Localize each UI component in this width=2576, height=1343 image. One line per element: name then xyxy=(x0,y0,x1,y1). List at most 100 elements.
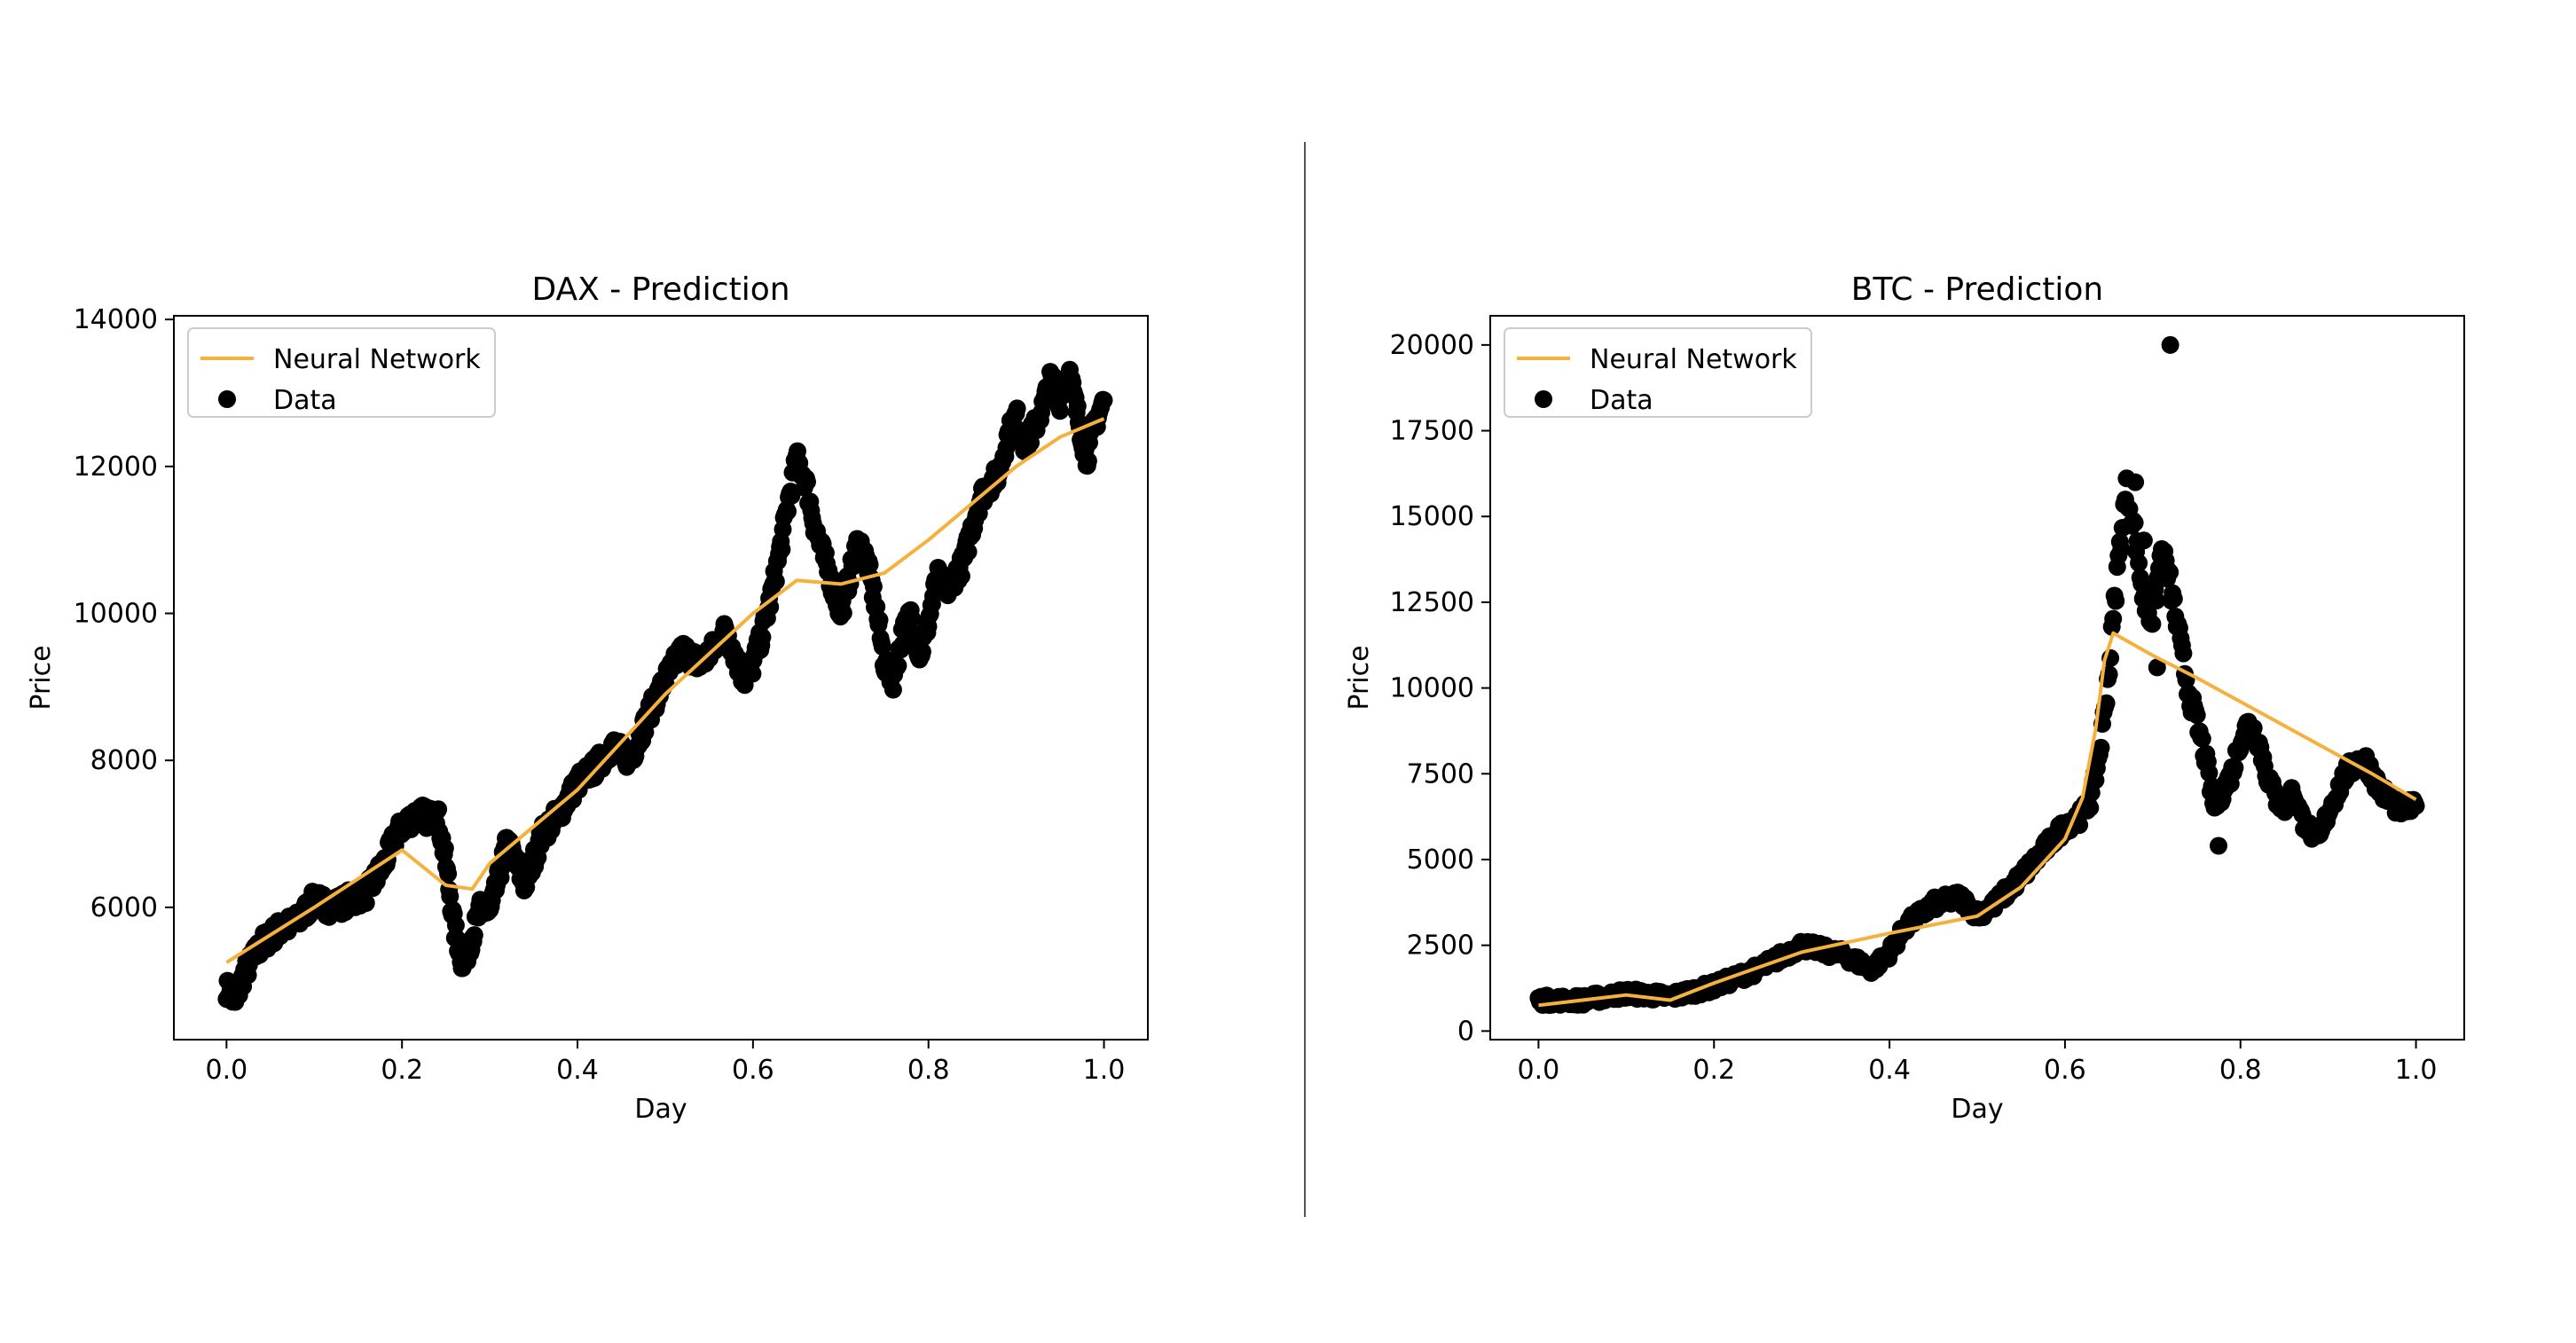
prediction-line xyxy=(225,417,1105,964)
data-point xyxy=(357,894,375,912)
x-tick-label: 0.8 xyxy=(2219,1055,2262,1086)
data-point xyxy=(1051,402,1069,420)
plot-frame xyxy=(173,315,1149,1041)
data-point xyxy=(2107,592,2125,610)
x-tick-label: 1.0 xyxy=(2395,1055,2438,1086)
y-tick-label: 17500 xyxy=(1390,416,1474,447)
data-point xyxy=(779,502,797,521)
x-axis-label: Day xyxy=(1951,1094,2003,1125)
y-tick-label: 12500 xyxy=(1390,587,1474,618)
y-tick-label: 12000 xyxy=(74,452,158,483)
legend-dot-swatch xyxy=(218,390,236,408)
y-tick-label: 0 xyxy=(1457,1016,1474,1047)
legend-dot-swatch xyxy=(1535,390,1552,408)
data-point xyxy=(773,540,791,559)
plot-frame xyxy=(1489,315,2465,1041)
x-tick-label: 1.0 xyxy=(1083,1055,1126,1086)
x-tick-label: 0.2 xyxy=(1692,1055,1735,1086)
data-point xyxy=(798,473,816,491)
data-point xyxy=(465,926,483,945)
data-point xyxy=(952,567,970,585)
data-point xyxy=(1008,399,1026,418)
legend-label-neural-network: Neural Network xyxy=(273,344,481,375)
data-point xyxy=(2161,335,2179,354)
x-tick-label: 0.4 xyxy=(1868,1055,1911,1086)
x-tick-label: 0.0 xyxy=(1518,1055,1560,1086)
data-point xyxy=(2097,694,2116,712)
y-tick-label: 8000 xyxy=(90,745,158,776)
data-point xyxy=(782,486,801,505)
y-tick-label: 6000 xyxy=(90,892,158,923)
data-point xyxy=(889,656,907,675)
data-point xyxy=(902,609,921,627)
data-point xyxy=(1068,397,1087,415)
y-tick-label: 15000 xyxy=(1390,501,1474,532)
legend-box xyxy=(1504,327,1812,418)
data-point xyxy=(2092,738,2110,757)
data-point xyxy=(2244,719,2263,737)
y-tick-label: 10000 xyxy=(74,599,158,630)
x-tick-label: 0.0 xyxy=(205,1055,247,1086)
dax-chart: DAX - Prediction 0.0 0.2 0.4 0.6 0.8 1.0 6000 80… xyxy=(26,271,1149,1125)
data-point xyxy=(870,610,889,629)
data-point xyxy=(436,839,454,858)
data-point xyxy=(2104,609,2123,628)
x-tick-label: 0.6 xyxy=(2044,1055,2086,1086)
data-point xyxy=(2134,531,2153,550)
data-point xyxy=(441,887,459,906)
y-axis-label: Price xyxy=(1344,645,1375,710)
btc-chart: BTC - Prediction 0.0 0.2 0.4 0.6 0.8 1.0 0 2500 5… xyxy=(1344,271,2465,1125)
data-point xyxy=(860,555,879,574)
data-point xyxy=(834,604,852,622)
data-point xyxy=(2081,798,2100,817)
legend: Neural Network Data xyxy=(1504,327,1812,418)
data-point xyxy=(2126,473,2145,491)
data-points xyxy=(1529,335,2425,1014)
data-point xyxy=(446,916,465,935)
data-point xyxy=(913,642,931,661)
data-point xyxy=(1095,391,1113,410)
y-tick-label: 2500 xyxy=(1407,931,1474,962)
data-point xyxy=(2407,797,2425,815)
data-point xyxy=(959,543,978,562)
data-point xyxy=(439,865,458,884)
x-tick-label: 0.6 xyxy=(732,1055,774,1086)
x-tick-label: 0.4 xyxy=(556,1055,599,1086)
data-point xyxy=(743,664,762,683)
y-tick-label: 20000 xyxy=(1390,330,1474,361)
data-point xyxy=(873,638,891,656)
data-point xyxy=(2130,554,2148,572)
legend: Neural Network Data xyxy=(187,327,496,418)
legend-label-data: Data xyxy=(1590,385,1653,416)
data-point xyxy=(2070,816,2089,835)
data-point xyxy=(2143,615,2162,633)
y-axis-label: Price xyxy=(26,645,57,710)
data-point xyxy=(2193,729,2211,748)
data-point xyxy=(2125,514,2144,532)
y-tick-label: 5000 xyxy=(1407,844,1474,876)
chart-title: BTC - Prediction xyxy=(1851,271,2103,308)
data-point xyxy=(766,572,785,591)
legend-label-data: Data xyxy=(273,385,337,416)
data-point xyxy=(2200,764,2219,782)
prediction-line xyxy=(1538,631,2417,1008)
data-point xyxy=(2174,644,2193,663)
data-point xyxy=(1079,452,1097,470)
y-tick-label: 7500 xyxy=(1407,758,1474,789)
data-point xyxy=(2164,590,2183,609)
x-axis-label: Day xyxy=(634,1094,687,1125)
data-point xyxy=(429,800,448,819)
data-point xyxy=(2226,758,2244,777)
data-point xyxy=(2148,592,2165,609)
data-point xyxy=(753,628,772,647)
x-tick-label: 0.8 xyxy=(907,1055,950,1086)
data-point xyxy=(2187,706,2206,725)
data-point xyxy=(2112,540,2131,558)
y-tick-label: 10000 xyxy=(1390,673,1474,704)
x-tick-label: 0.2 xyxy=(381,1055,423,1086)
data-point xyxy=(2210,836,2227,855)
data-point xyxy=(864,577,883,596)
data-points xyxy=(217,360,1113,1011)
data-point xyxy=(2148,658,2166,677)
